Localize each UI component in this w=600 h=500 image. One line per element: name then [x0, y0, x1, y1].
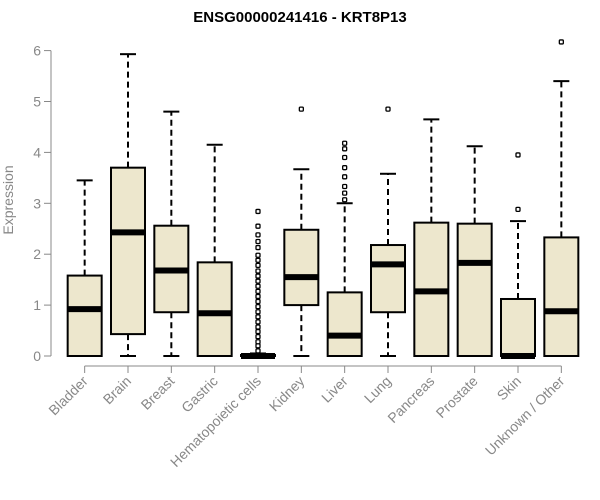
- outlier-point: [255, 319, 261, 325]
- box-gastric: [196, 143, 233, 357]
- iqr-box: [456, 222, 493, 357]
- outlier-point: [342, 165, 348, 171]
- iqr-box: [196, 261, 233, 357]
- outlier-point: [255, 334, 261, 340]
- box-hematopoietic-cells: [240, 208, 276, 359]
- y-tick-label: 6: [33, 43, 41, 59]
- outlier-point: [342, 197, 348, 203]
- outlier-point: [342, 183, 348, 190]
- outlier-point: [342, 154, 348, 161]
- box-skin: [500, 152, 536, 359]
- x-tick-label: Lung: [361, 373, 394, 406]
- iqr-box: [110, 166, 146, 336]
- box-unknown-other: [543, 39, 580, 357]
- outlier-point: [255, 268, 261, 274]
- outlier-point: [255, 328, 261, 335]
- outlier-point: [255, 303, 261, 310]
- outlier-point: [255, 273, 261, 279]
- outlier-point: [255, 238, 261, 245]
- y-tick-label: 3: [33, 195, 41, 211]
- outlier-point: [558, 39, 564, 45]
- iqr-box: [66, 274, 103, 357]
- outlier-point: [342, 190, 348, 196]
- iqr-box: [326, 291, 363, 357]
- outlier-point: [255, 283, 261, 289]
- iqr-box: [370, 244, 406, 314]
- chart-title: ENSG00000241416 - KRT8P13: [193, 9, 406, 26]
- x-tick-label: Gastric: [178, 373, 221, 416]
- outlier-point: [255, 339, 261, 345]
- boxes-group: [66, 39, 580, 359]
- outlier-point: [255, 348, 261, 354]
- outlier-point: [255, 293, 261, 300]
- x-tick-label: Pancreas: [384, 373, 437, 426]
- outlier-point: [255, 208, 261, 215]
- y-axis-label: Expression: [0, 165, 16, 234]
- outlier-point: [342, 146, 348, 152]
- y-tick-label: 0: [33, 348, 41, 364]
- outlier-point: [255, 314, 261, 320]
- outlier-point: [255, 262, 261, 269]
- outlier-point: [342, 140, 348, 146]
- outlier-point: [298, 106, 304, 112]
- box-brain: [110, 53, 146, 357]
- box-kidney: [283, 106, 320, 357]
- outlier-point: [342, 174, 348, 180]
- x-tick-label: Brain: [100, 373, 134, 407]
- outlier-point: [255, 244, 261, 251]
- x-tick-label: Breast: [138, 373, 178, 413]
- outlier-point: [255, 252, 261, 258]
- box-breast: [153, 110, 190, 357]
- outlier-point: [255, 298, 261, 305]
- y-tick-label: 2: [33, 246, 41, 262]
- x-tick-label: Prostate: [433, 373, 481, 421]
- outlier-point: [385, 106, 391, 112]
- outlier-point: [255, 232, 261, 238]
- outlier-point: [255, 309, 261, 315]
- x-tick-label: Liver: [318, 373, 351, 406]
- y-tick-label: 4: [33, 144, 41, 160]
- outlier-point: [515, 206, 521, 213]
- outlier-point: [515, 152, 521, 158]
- x-tick-label: Kidney: [266, 373, 308, 415]
- outlier-point: [255, 257, 261, 263]
- outlier-point: [255, 324, 261, 330]
- x-tick-label: Bladder: [45, 373, 91, 419]
- y-tick-label: 1: [33, 297, 41, 313]
- box-bladder: [66, 179, 103, 357]
- iqr-box: [500, 297, 536, 358]
- x-tick-label: Skin: [494, 373, 525, 404]
- y-tick-label: 5: [33, 94, 41, 110]
- box-lung: [370, 106, 406, 357]
- box-pancreas: [413, 118, 450, 357]
- iqr-box: [543, 236, 580, 357]
- x-tick-label: Unknown / Other: [482, 373, 568, 459]
- outlier-point: [255, 343, 261, 349]
- box-liver: [326, 140, 363, 357]
- y-axis: 0 1 2 3 4 5 6: [33, 43, 52, 364]
- outlier-point: [255, 223, 261, 229]
- outlier-point: [255, 288, 261, 295]
- outlier-point: [255, 278, 261, 284]
- box-prostate: [456, 145, 493, 357]
- iqr-box: [283, 228, 320, 307]
